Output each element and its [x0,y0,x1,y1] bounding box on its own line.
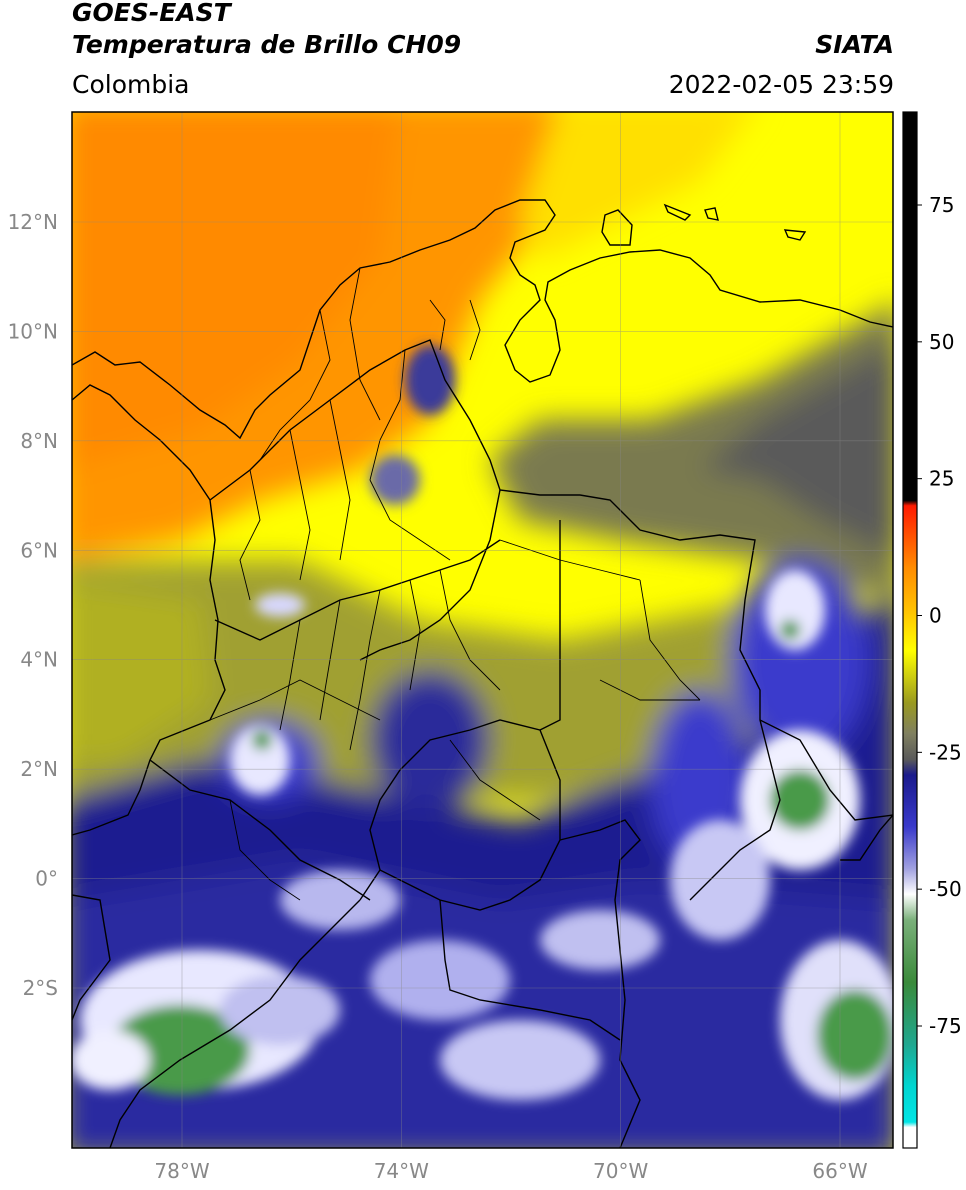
latitude-tick-labels: 12°N 10°N 8°N 6°N 4°N 2°N 0° 2°S [8,210,58,1000]
colorbar-tick-label: 0 [929,604,942,628]
longitude-tick-label: 70°W [593,1159,648,1183]
colorbar-tick-label: 50 [929,330,954,354]
longitude-tick-labels: 78°W 74°W 70°W 66°W [154,1159,867,1183]
colorbar-tick-label: -75 [929,1014,962,1038]
latitude-tick-label: 10°N [8,319,58,343]
organization-label: SIATA [815,30,894,59]
colorbar-tick-label: -50 [929,877,962,901]
latitude-tick-label: 0° [35,867,58,891]
colorbar-tick-label: 75 [929,193,954,217]
latitude-tick-label: 2°S [23,976,58,1000]
colorbar-frame [902,111,918,1149]
product-title: Temperatura de Brillo CH09 [72,30,462,59]
colorbar-tick-label: 25 [929,467,954,491]
region-label: Colombia [72,70,190,99]
brightness-temperature-field [72,112,893,1148]
colorbar-scale [903,112,917,1148]
map-frame [71,111,894,1149]
satellite-title: GOES-EAST [72,0,231,27]
latitude-tick-label: 2°N [20,757,58,781]
datetime-label: 2022-02-05 23:59 [668,70,894,99]
latitude-tick-label: 4°N [20,648,58,672]
latitude-tick-label: 12°N [8,210,58,234]
latitude-tick-label: 6°N [20,538,58,562]
colorbar: 75 50 25 0 -25 -50 -75 [902,111,962,1149]
coastlines-and-borders [72,199,893,1148]
colorbar-tick-label: -25 [929,740,962,764]
longitude-tick-label: 74°W [374,1159,429,1183]
graticule [72,112,893,1148]
longitude-tick-label: 66°W [812,1159,867,1183]
longitude-tick-label: 78°W [154,1159,209,1183]
latitude-tick-label: 8°N [20,429,58,453]
